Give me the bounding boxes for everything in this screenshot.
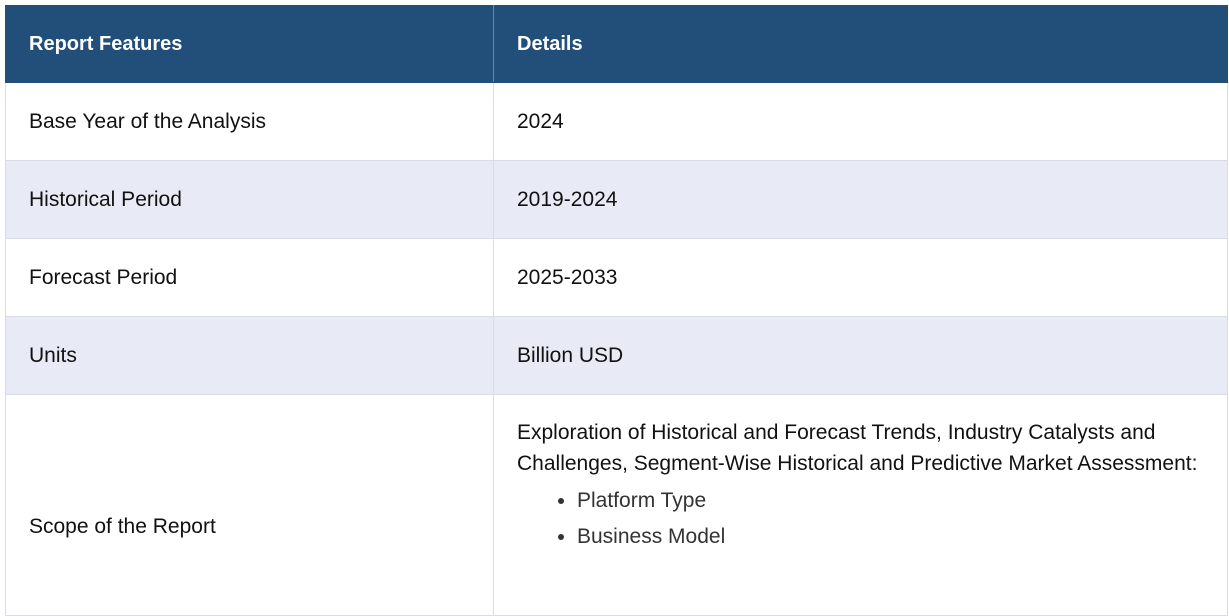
scope-list: Platform Type Business Model — [517, 483, 1204, 555]
row-feature-base-year: Base Year of the Analysis — [5, 82, 494, 161]
table-row: Base Year of the Analysis 2024 — [5, 82, 1228, 161]
table-row: Historical Period 2019-2024 — [5, 160, 1228, 239]
table-header-row: Report Features Details — [5, 5, 1228, 83]
row-detail-scope: Exploration of Historical and Forecast T… — [493, 394, 1228, 616]
row-detail-units: Billion USD — [493, 316, 1228, 395]
row-detail-forecast-period: 2025-2033 — [493, 238, 1228, 317]
table-row: Units Billion USD — [5, 316, 1228, 395]
row-detail-historical-period: 2019-2024 — [493, 160, 1228, 239]
table-row: Forecast Period 2025-2033 — [5, 238, 1228, 317]
header-report-features: Report Features — [5, 5, 494, 83]
list-item: Platform Type — [577, 483, 1204, 519]
row-feature-units: Units — [5, 316, 494, 395]
scope-intro-text: Exploration of Historical and Forecast T… — [517, 421, 1198, 475]
row-feature-scope: Scope of the Report — [5, 394, 494, 616]
report-features-table: Report Features Details Base Year of the… — [5, 5, 1228, 616]
header-details: Details — [493, 5, 1228, 83]
scope-label: Scope of the Report — [29, 515, 216, 538]
row-feature-historical-period: Historical Period — [5, 160, 494, 239]
table-row-scope: Scope of the Report Exploration of Histo… — [5, 394, 1228, 616]
list-item: Business Model — [577, 519, 1204, 555]
row-feature-forecast-period: Forecast Period — [5, 238, 494, 317]
row-detail-base-year: 2024 — [493, 82, 1228, 161]
